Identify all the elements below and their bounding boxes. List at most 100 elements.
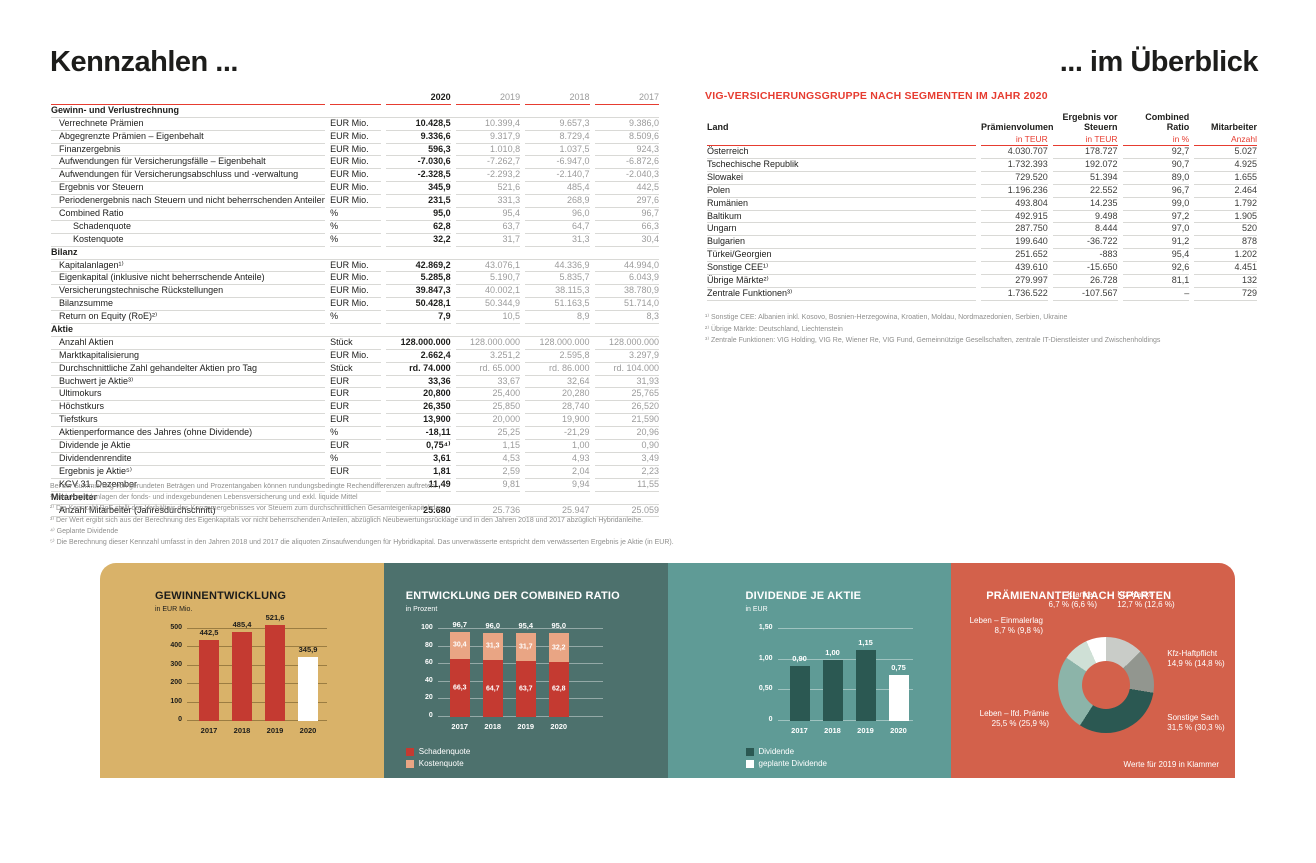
row-value: 33,36 xyxy=(386,376,451,389)
row-label: Versicherungstechnische Rückstellungen xyxy=(51,285,326,299)
table-row: Slowakei 729.520 51.394 89,0 1.655 xyxy=(707,172,1257,185)
row-value: 2.595,8 xyxy=(525,350,590,363)
row-value: 7,9 xyxy=(386,311,451,325)
table-row: Polen 1.196.236 22.552 96,7 2.464 xyxy=(707,185,1257,198)
row-value: 2.662,4 xyxy=(386,350,451,363)
row-label: Höchstkurs xyxy=(51,401,326,415)
row-value: 96,7 xyxy=(594,208,659,221)
row-value: 97,2 xyxy=(1122,211,1190,224)
footnote-line: ¹⁾ Inkl. Kapitalanlagen der fonds- und i… xyxy=(50,494,358,502)
bar-cell: 62,8 32,2 95,0 2020 xyxy=(548,621,569,731)
row-value: 25.947 xyxy=(525,505,590,518)
row-value: 878 xyxy=(1194,236,1257,250)
col-ergebnis: Ergebnis vor Steuern xyxy=(1062,112,1118,132)
stacked-bar: 64,7 31,3 xyxy=(482,632,503,717)
donut-chart: Kfz-Kasko 12,7 % (12,6 %) Kfz-Haftpflicht 1… xyxy=(951,563,1235,778)
row-value: 287.750 xyxy=(981,223,1048,237)
row-value: 3,49 xyxy=(594,453,659,466)
table-row: Höchstkurs EUR 26,350 25,850 28,740 26,520 xyxy=(51,401,659,415)
row-unit: EUR xyxy=(330,376,382,389)
section-title: Aktie xyxy=(51,324,659,337)
row-value: 178.727 xyxy=(1052,146,1118,160)
x-axis-label: 2017 xyxy=(451,722,469,731)
country-label: Polen xyxy=(707,185,977,198)
row-label: Durchschnittliche Zahl gehandelter Aktie… xyxy=(51,363,326,376)
country-label: Baltikum xyxy=(707,211,977,224)
legend-label: geplante Dividende xyxy=(758,759,828,768)
table-row: Tiefstkurs EUR 13,900 20,000 19,900 21,590 xyxy=(51,414,659,428)
row-value: 8.729,4 xyxy=(525,131,590,144)
kpi-section-row: Gewinn- und Verlustrechnung xyxy=(51,105,659,118)
row-value: 3,61 xyxy=(386,453,451,466)
row-value: 10,5 xyxy=(455,311,521,325)
table-row: Österreich 4.030.707 178.727 92,7 5.027 xyxy=(707,146,1257,160)
footnote-line: ²⁾ Die Kennzahl RoE stellt das Verhältni… xyxy=(50,505,444,513)
x-axis-label: 2019 xyxy=(266,726,284,735)
chart-subtitle: in EUR Mio. xyxy=(155,606,193,613)
bar-segment: 63,7 xyxy=(515,660,536,717)
footnote-line: ³⁾ Zentrale Funktionen: VIG Holding, VIG… xyxy=(705,337,1161,345)
country-label: Zentrale Funktionen³⁾ xyxy=(707,288,977,301)
row-value: 90,7 xyxy=(1122,159,1190,172)
tick-label: 300 xyxy=(170,660,182,668)
x-axis-label: 2018 xyxy=(233,726,251,735)
row-unit: Stück xyxy=(330,337,382,350)
segment-label: 66,3 xyxy=(452,684,467,692)
row-label: Bilanzsumme xyxy=(51,298,326,312)
footnote-line: ¹⁾ Sonstige CEE: Albanien inkl. Kosovo, … xyxy=(705,314,1068,321)
row-value: -883 xyxy=(1052,249,1118,263)
table-row: Rumänien 493.804 14.235 99,0 1.792 xyxy=(707,198,1257,211)
table-row: Periodenergebnis nach Steuern und nicht … xyxy=(51,195,659,209)
legend-swatch xyxy=(405,747,414,756)
row-label: Eigenkapital (inklusive nicht beherrsche… xyxy=(51,272,326,286)
bar xyxy=(888,675,909,721)
row-label: Marktkapitalisierung xyxy=(51,350,326,363)
country-label: Slowakei xyxy=(707,172,977,185)
row-unit: EUR Mio. xyxy=(330,118,382,131)
row-value: 66,3 xyxy=(594,221,659,234)
row-label: Return on Equity (RoE)²⁾ xyxy=(51,311,326,325)
tick-label: 400 xyxy=(170,642,182,650)
row-value: 2.464 xyxy=(1194,185,1257,198)
row-label: Aktienperformance des Jahres (ohne Divid… xyxy=(51,427,326,441)
segment-table-body: Österreich 4.030.707 178.727 92,7 5.027 Tsche… xyxy=(707,146,1257,301)
row-value: 50.344,9 xyxy=(455,298,521,312)
row-value: 99,0 xyxy=(1122,198,1190,211)
segment-label: 32,2 xyxy=(551,644,566,652)
row-value: rd. 104.000 xyxy=(594,363,659,376)
row-value: 231,5 xyxy=(386,195,451,209)
page-title-right: ... im Überblick xyxy=(1059,46,1259,78)
bar-segment: 31,7 xyxy=(515,633,536,661)
table-row: Aktienperformance des Jahres (ohne Divid… xyxy=(51,427,659,441)
donut-label-name: Leben – Einmalerlag xyxy=(969,616,1043,625)
row-value: 25,25 xyxy=(455,427,521,441)
bars: 0,90 2017 1,00 2018 1,15 2019 0,75 2020 xyxy=(789,629,909,735)
row-value: 92,7 xyxy=(1122,146,1190,160)
bar-segment: 30,4 xyxy=(449,631,470,659)
subheader-percent: in % xyxy=(1122,134,1190,147)
row-value: -6.947,0 xyxy=(525,156,590,170)
table-row: Bilanzsumme EUR Mio. 50.428,1 50.344,9 51.16… xyxy=(51,298,659,312)
bar-total-label: 95,0 xyxy=(551,621,567,631)
row-value: 5.190,7 xyxy=(455,272,521,286)
row-value: 4.451 xyxy=(1194,262,1257,276)
row-value: 1.732.393 xyxy=(981,159,1048,172)
row-value: 9.317,9 xyxy=(455,131,521,144)
bars: 442,5 2017 485,4 2018 521,6 2019 345,9 2020 xyxy=(199,613,318,735)
bar xyxy=(232,631,252,721)
table-row: Zentrale Funktionen³⁾ 1.736.522 -107.567–7… xyxy=(707,288,1257,301)
row-value: 128.000.000 xyxy=(386,337,451,350)
legend-item: Schadenquote xyxy=(405,747,470,756)
chart-legend: Dividende geplante Dividende xyxy=(745,747,828,771)
subheader-land xyxy=(707,134,977,147)
row-unit: EUR xyxy=(330,401,382,415)
table-row: Ergebnis vor Steuern EUR Mio. 345,9 521,6 48… xyxy=(51,182,659,196)
donut-label-name: Kfz-Haftpflicht xyxy=(1167,649,1218,658)
row-unit: EUR Mio. xyxy=(330,260,382,273)
tick-label: 60 xyxy=(424,659,433,667)
row-value: -21,29 xyxy=(525,427,590,441)
x-axis-label: 2018 xyxy=(484,722,502,731)
gridline: 0 xyxy=(769,716,913,723)
row-value: 28,740 xyxy=(525,401,590,415)
bar-value-label: 521,6 xyxy=(265,613,285,623)
